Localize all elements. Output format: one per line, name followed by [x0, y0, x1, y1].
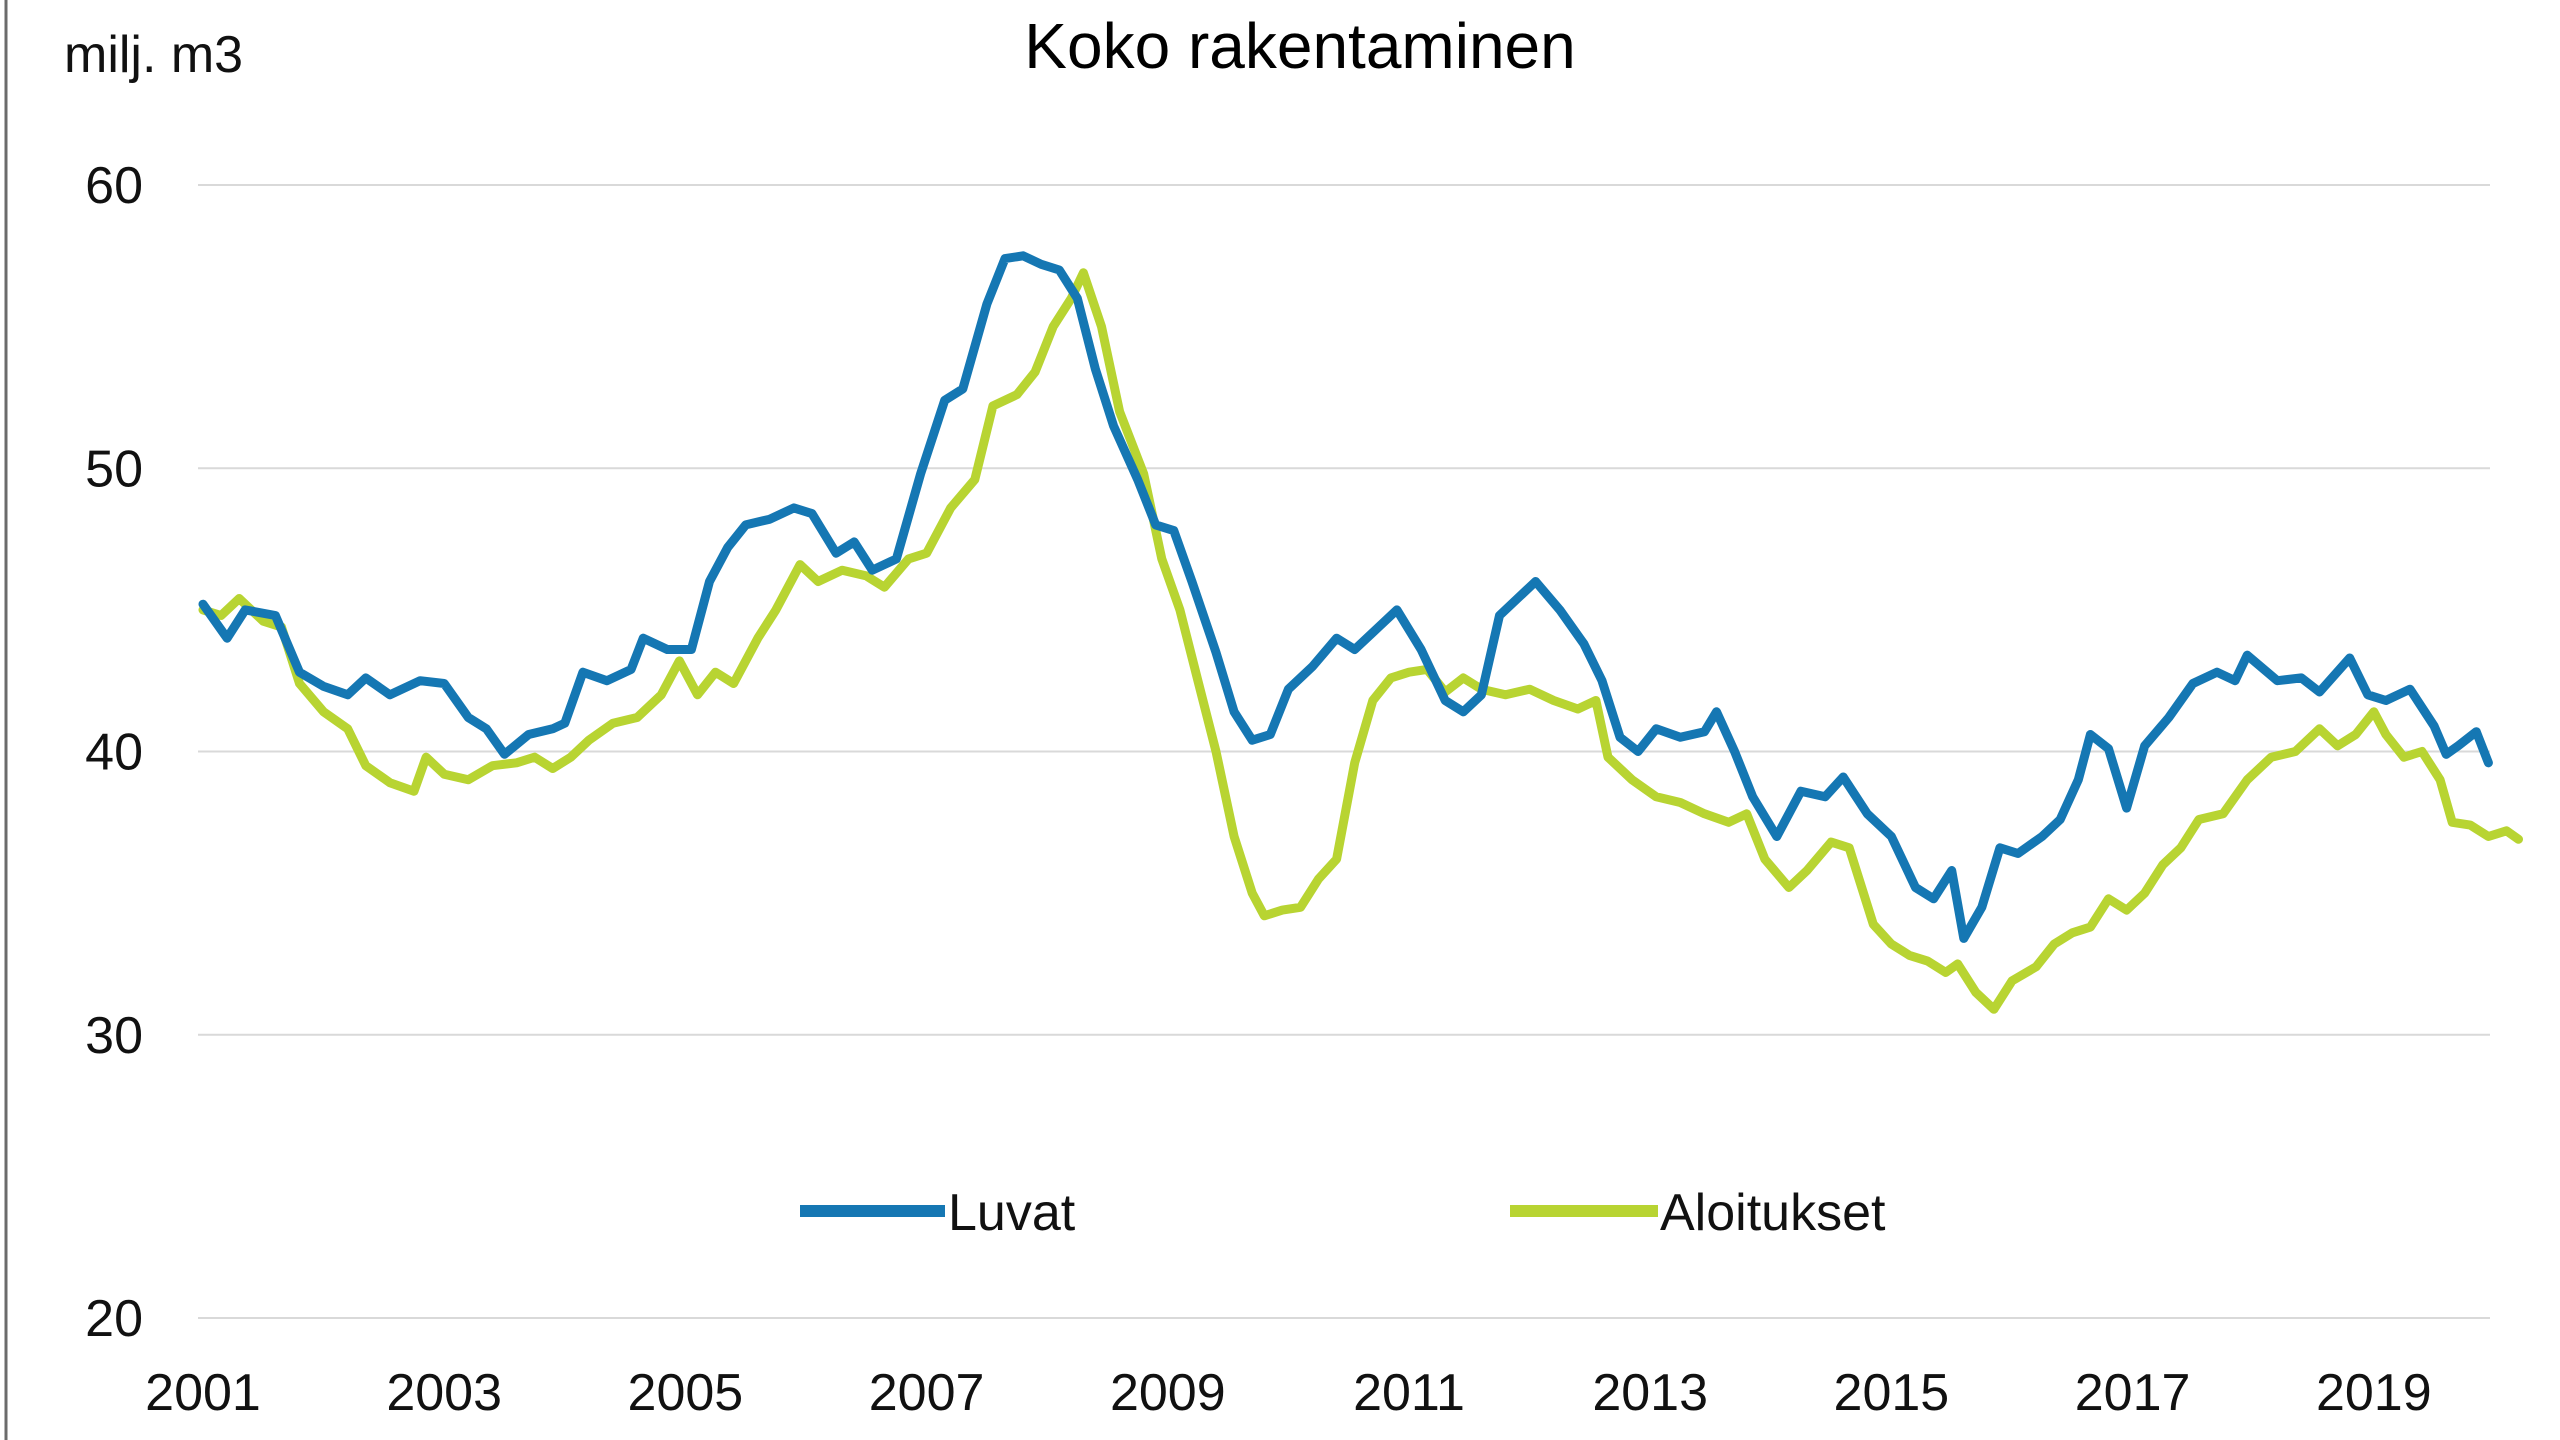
y-tick-label: 20: [85, 1290, 143, 1348]
legend-label-luvat: Luvat: [948, 1184, 1076, 1242]
y-tick-label: 30: [85, 1007, 143, 1065]
legend-label-aloitukset: Aloitukset: [1660, 1184, 1886, 1242]
series-line-aloitukset: [198, 268, 2523, 1014]
x-axis-ticks: 2001 2003 2005 2007 2009 2011 2013 2015 2017 2019: [145, 1364, 2431, 1422]
series-line-luvat: [198, 251, 2493, 943]
x-tick-label: 2011: [1353, 1364, 1465, 1422]
y-axis-ticks: 20 30 40 50 60: [85, 157, 143, 1348]
chart-title: Koko rakentaminen: [1024, 10, 1575, 82]
legend: Luvat Aloitukset: [800, 1184, 1886, 1242]
x-tick-label: 2003: [386, 1364, 502, 1422]
y-axis-unit-label: milj. m3: [64, 26, 243, 84]
y-tick-label: 60: [85, 157, 143, 215]
y-tick-label: 50: [85, 440, 143, 498]
x-tick-label: 2019: [2316, 1364, 2432, 1422]
x-tick-label: 2005: [628, 1364, 744, 1422]
x-tick-label: 2017: [2075, 1364, 2191, 1422]
x-tick-label: 2001: [145, 1364, 261, 1422]
x-tick-label: 2007: [869, 1364, 985, 1422]
y-tick-label: 40: [85, 724, 143, 782]
x-tick-label: 2009: [1110, 1364, 1226, 1422]
series-lines: [198, 251, 2523, 1014]
x-tick-label: 2015: [1834, 1364, 1950, 1422]
x-tick-label: 2013: [1592, 1364, 1708, 1422]
